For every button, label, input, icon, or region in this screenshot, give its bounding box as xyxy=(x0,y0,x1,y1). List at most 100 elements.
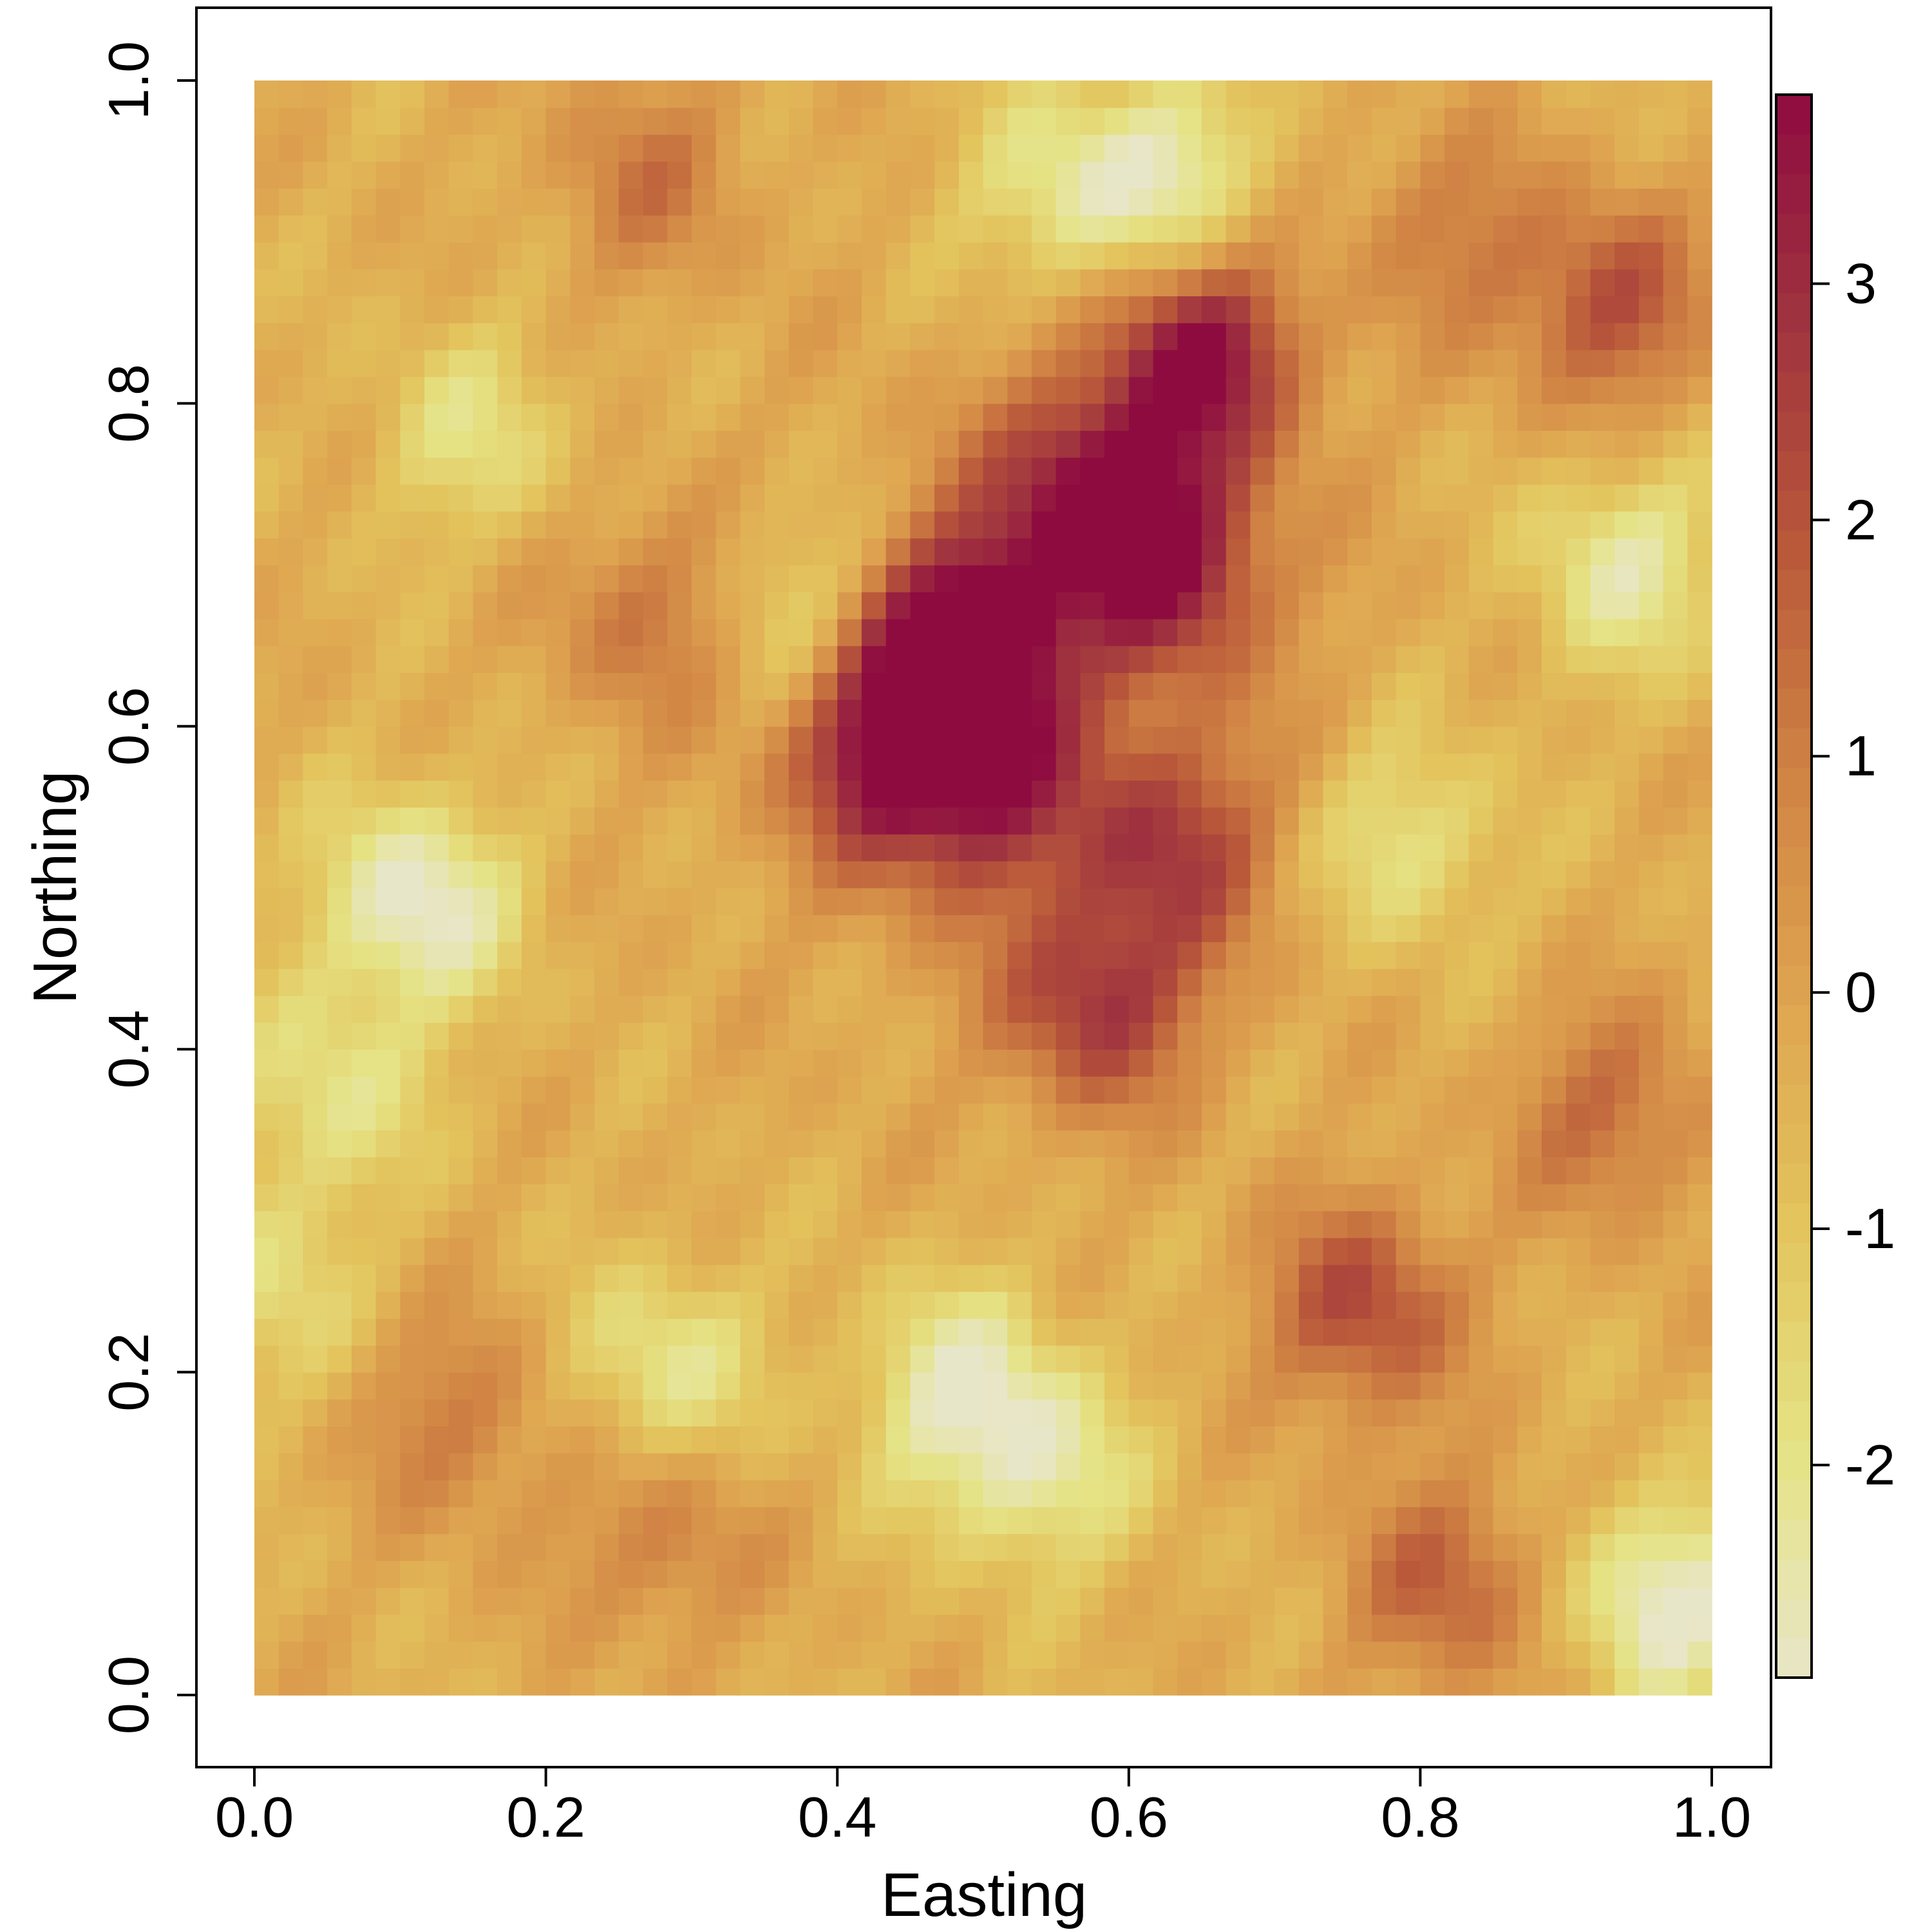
heatmap-cell xyxy=(473,430,498,458)
heatmap-cell xyxy=(1056,1184,1081,1211)
heatmap-cell xyxy=(1128,1479,1154,1508)
heatmap-cell xyxy=(813,323,838,350)
heatmap-cell xyxy=(1323,672,1349,700)
heatmap-cell xyxy=(545,1372,571,1400)
heatmap-cell xyxy=(1590,296,1615,323)
heatmap-cell xyxy=(1517,296,1542,323)
heatmap-cell xyxy=(1031,269,1057,297)
heatmap-cell xyxy=(327,1399,352,1426)
heatmap-cell xyxy=(448,968,474,996)
heatmap-cell xyxy=(327,1452,352,1481)
heatmap-cell xyxy=(254,214,279,243)
heatmap-cell xyxy=(303,807,328,835)
heatmap-cell xyxy=(667,1479,692,1508)
heatmap-cell xyxy=(570,1533,595,1561)
heatmap-cell xyxy=(1104,860,1130,889)
heatmap-cell xyxy=(400,107,425,135)
heatmap-cell xyxy=(278,107,304,135)
heatmap-cell xyxy=(1274,1075,1300,1104)
heatmap-cell xyxy=(1468,376,1494,404)
heatmap-cell xyxy=(813,403,838,431)
heatmap-cell xyxy=(837,833,862,862)
heatmap-cell xyxy=(1153,1345,1179,1373)
heatmap-cell xyxy=(278,1264,304,1293)
heatmap-cell xyxy=(1056,1130,1081,1158)
heatmap-cell xyxy=(691,1533,717,1561)
heatmap-cell xyxy=(278,1533,304,1561)
heatmap-cell xyxy=(278,296,304,323)
heatmap-cell xyxy=(1031,914,1057,942)
heatmap-cell xyxy=(1177,296,1202,323)
heatmap-cell xyxy=(1638,1614,1664,1642)
heatmap-cell xyxy=(886,161,911,189)
heatmap-cell xyxy=(1687,1641,1712,1669)
heatmap-cell xyxy=(1007,1237,1032,1265)
heatmap-cell xyxy=(278,699,304,727)
heatmap-cell xyxy=(497,1103,522,1131)
heatmap-cell xyxy=(1274,1049,1300,1077)
heatmap-cell xyxy=(351,1668,377,1696)
heatmap-cell xyxy=(1056,349,1081,377)
heatmap-cell xyxy=(764,1506,790,1535)
heatmap-cell xyxy=(618,323,644,350)
heatmap-cell xyxy=(1493,1264,1519,1293)
heatmap-cell xyxy=(1420,430,1445,458)
heatmap-cell xyxy=(424,1372,450,1400)
heatmap-cell xyxy=(667,833,692,862)
heatmap-cell xyxy=(545,753,571,781)
heatmap-cell xyxy=(1493,80,1519,108)
heatmap-cell xyxy=(1566,538,1591,565)
heatmap-cell xyxy=(1615,1157,1640,1184)
heatmap-cell xyxy=(643,699,668,727)
heatmap-cell xyxy=(400,188,425,216)
heatmap-cell xyxy=(1444,591,1470,620)
heatmap-cell xyxy=(375,457,401,485)
heatmap-cell xyxy=(1153,1184,1179,1211)
colorbar xyxy=(1776,95,1812,1678)
heatmap-cell xyxy=(1468,484,1494,512)
heatmap-cell xyxy=(1371,1130,1397,1158)
heatmap-cell xyxy=(1517,1399,1542,1426)
heatmap-cell xyxy=(400,672,425,700)
heatmap-cell xyxy=(861,214,887,243)
heatmap-cell xyxy=(1687,214,1712,243)
heatmap-cell xyxy=(1080,1237,1105,1265)
heatmap-cell xyxy=(1323,968,1349,996)
heatmap-cell xyxy=(594,1345,620,1373)
heatmap-cell xyxy=(424,107,450,135)
heatmap-cell xyxy=(1444,1103,1470,1131)
heatmap-cell xyxy=(1007,457,1032,485)
heatmap-cell xyxy=(1638,511,1664,539)
heatmap-cell xyxy=(424,1130,450,1158)
heatmap-cell xyxy=(1274,376,1300,404)
heatmap-cell xyxy=(1396,1668,1421,1696)
heatmap-cell xyxy=(1104,538,1130,565)
heatmap-cell xyxy=(1638,1157,1664,1184)
heatmap-cell xyxy=(351,1533,377,1561)
heatmap-cell xyxy=(1590,1533,1615,1561)
heatmap-cell xyxy=(497,645,522,674)
heatmap-cell xyxy=(1493,457,1519,485)
heatmap-cell xyxy=(1128,349,1154,377)
heatmap-cell xyxy=(1031,457,1057,485)
heatmap-cell xyxy=(1615,538,1640,565)
heatmap-cell xyxy=(886,726,911,754)
heatmap-cell xyxy=(1274,1264,1300,1293)
heatmap-cell xyxy=(351,188,377,216)
heatmap-cell xyxy=(958,565,984,592)
heatmap-cell xyxy=(570,1075,595,1104)
heatmap-cell xyxy=(1007,80,1032,108)
heatmap-cell xyxy=(861,1157,887,1184)
heatmap-cell xyxy=(1128,161,1154,189)
heatmap-cell xyxy=(254,1103,279,1131)
heatmap-cell xyxy=(1056,1641,1081,1669)
heatmap-cell xyxy=(886,80,911,108)
heatmap-cell xyxy=(1250,134,1275,162)
heatmap-cell xyxy=(788,1264,814,1293)
heatmap-cell xyxy=(1031,349,1057,377)
heatmap-cell xyxy=(1687,1075,1712,1104)
heatmap-cell xyxy=(1250,1210,1275,1238)
heatmap-cell xyxy=(594,214,620,243)
heatmap-cell xyxy=(570,161,595,189)
heatmap-cell xyxy=(254,968,279,996)
